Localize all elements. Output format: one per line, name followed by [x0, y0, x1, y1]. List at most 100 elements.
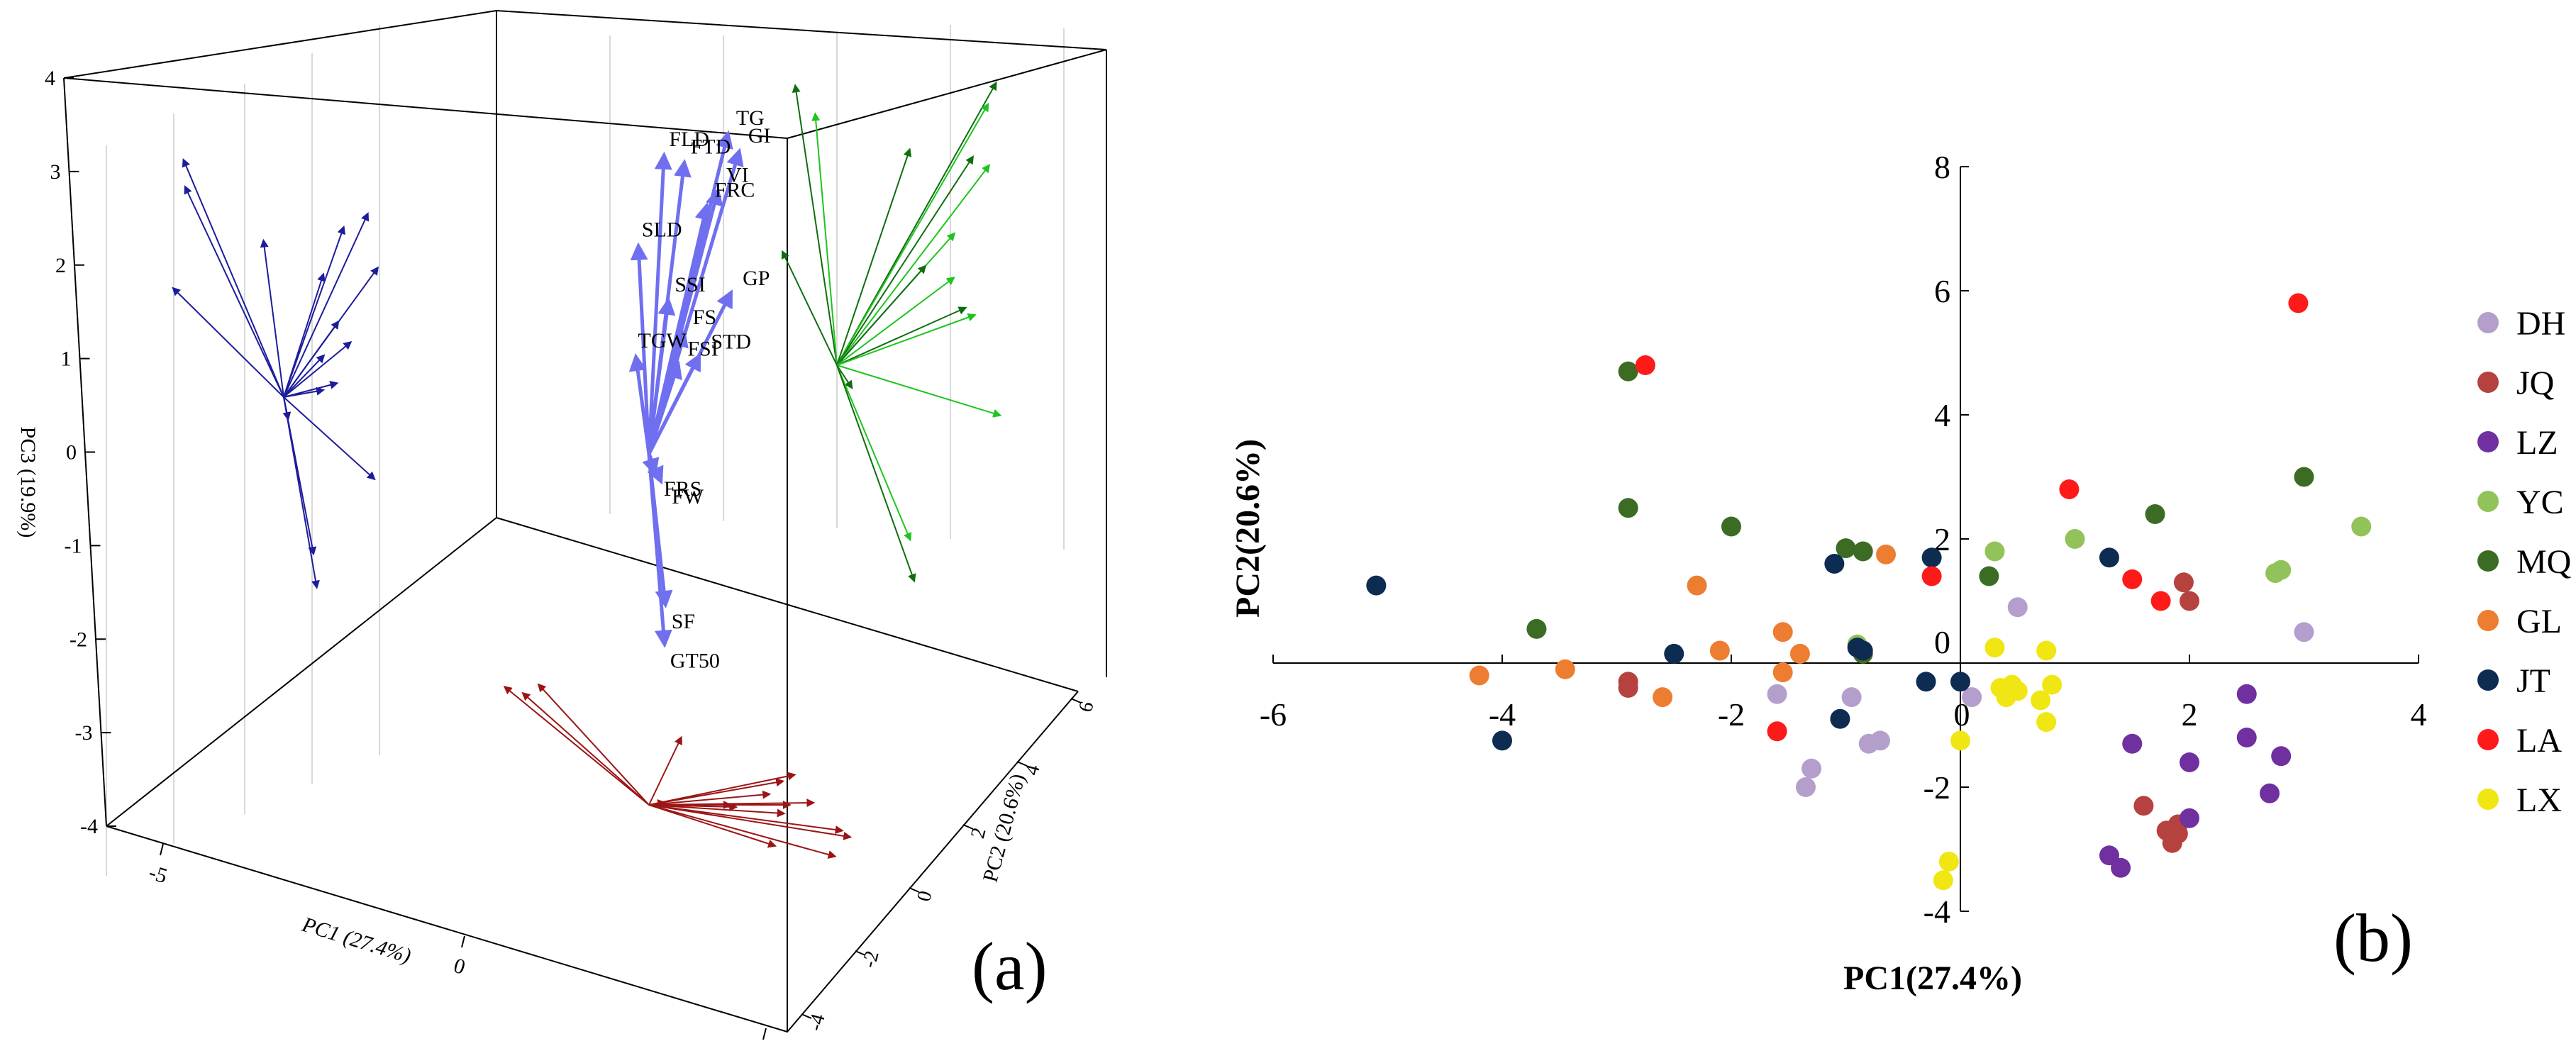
- data-point-lx: [2031, 690, 2051, 711]
- pc3-tick-label: -3: [75, 721, 93, 745]
- projection-arrow: [283, 320, 340, 398]
- data-point-yc: [1984, 541, 2005, 562]
- data-point-jt: [1664, 643, 1684, 664]
- x-tick-label: -2: [1718, 696, 1745, 733]
- data-point-lx: [2007, 681, 2028, 701]
- projection-arrow: [836, 365, 916, 583]
- data-point-yc: [2065, 529, 2085, 549]
- data-point-jt: [1916, 672, 1936, 692]
- data-point-lx: [2036, 640, 2057, 661]
- variable-arrow-tgw: [628, 353, 651, 455]
- variable-label-ftd: FTD: [691, 135, 731, 158]
- data-point-jt: [1950, 672, 1970, 692]
- y-tick-label: -2: [1923, 769, 1950, 806]
- panel-b-label: (b): [2333, 900, 2413, 976]
- x-tick-label: 4: [2411, 696, 2427, 733]
- projection-arrow: [648, 804, 853, 840]
- pc2-axis-label: PC2 (20.6%): [979, 772, 1030, 885]
- projection-arrow: [836, 265, 927, 366]
- data-point-gl: [1876, 544, 1897, 564]
- data-point-mq: [2294, 467, 2314, 487]
- variable-label-ssi: SSI: [674, 273, 705, 296]
- variable-arrow-fsi: [647, 360, 682, 455]
- legend-label-lz: LZ: [2516, 424, 2558, 462]
- projection-arrow: [283, 225, 346, 398]
- data-point-jt: [1853, 640, 1873, 661]
- projection-arrow: [521, 691, 650, 806]
- data-point-dh: [1795, 777, 1816, 797]
- data-point-mq: [1721, 516, 1741, 537]
- data-point-lx: [2042, 674, 2063, 695]
- projection-arrow: [648, 804, 786, 818]
- data-point-mq: [1979, 566, 1999, 586]
- variable-arrow-ssi: [647, 296, 676, 455]
- projection-arrow: [283, 354, 326, 398]
- pc1-tick-label: -5: [146, 860, 170, 888]
- data-point-dh: [1870, 730, 1890, 751]
- projection-arrow: [503, 685, 650, 806]
- projection-arrow: [648, 778, 785, 806]
- legend-label-dh: DH: [2516, 305, 2565, 343]
- legend-label-lx: LX: [2516, 781, 2562, 819]
- data-point-yc: [2265, 563, 2286, 584]
- data-point-dh: [1962, 687, 1982, 708]
- legend-label-jq: JQ: [2516, 365, 2554, 402]
- projection-arrow: [283, 340, 352, 398]
- data-point-lz: [2236, 684, 2257, 704]
- data-point-lx: [1938, 852, 1959, 872]
- variable-label-fsi: FSI: [687, 337, 718, 360]
- data-point-yc: [2351, 516, 2372, 537]
- data-point-lx: [1984, 638, 2005, 658]
- data-point-gl: [1555, 659, 1575, 679]
- x-tick-label: -4: [1489, 696, 1516, 733]
- data-point-mq: [1526, 618, 1547, 639]
- projection-arrow: [283, 396, 320, 589]
- data-point-lx: [1933, 870, 1953, 891]
- projection-arrow: [836, 155, 975, 366]
- data-point-gl: [1709, 640, 1730, 661]
- projection-arrow: [836, 164, 991, 366]
- data-point-dh: [1801, 758, 1822, 779]
- variable-arrow-sld: [630, 242, 651, 455]
- data-point-dh: [1841, 687, 1862, 708]
- legend-marker-gl: [2477, 610, 2499, 631]
- legend-label-yc: YC: [2516, 484, 2564, 521]
- projection-arrow: [182, 158, 284, 398]
- projection-arrow: [792, 84, 838, 366]
- variable-label-gi: GI: [748, 124, 771, 148]
- variable-label-gp: GP: [743, 267, 770, 290]
- data-point-jq: [2133, 796, 2154, 816]
- variable-arrow-fld: [647, 151, 672, 455]
- data-point-la: [2288, 293, 2309, 313]
- data-point-gl: [1469, 665, 1489, 686]
- y-tick-label: 2: [1934, 521, 1950, 557]
- projection-arrow: [537, 683, 650, 806]
- pc3-tick-label: -4: [80, 815, 98, 838]
- pc3-tick-label: 3: [50, 160, 61, 184]
- projection-arrow: [648, 804, 777, 848]
- data-point-lz: [2236, 728, 2257, 747]
- variable-label-frs: FRS: [664, 477, 701, 501]
- data-point-la: [1767, 721, 1787, 742]
- projection-arrow: [836, 306, 967, 366]
- pc2-tick-label: 2: [967, 825, 991, 841]
- pc3-wall-projection-arrows: [172, 158, 379, 589]
- pc3-tick-label: 1: [61, 347, 72, 371]
- panel-a-label: (a): [972, 928, 1048, 1004]
- data-point-mq: [1618, 498, 1638, 518]
- legend-label-gl: GL: [2516, 603, 2562, 640]
- data-point-lz: [2271, 746, 2292, 767]
- variable-arrow-gp: [647, 289, 733, 455]
- y-tick-label: -4: [1923, 894, 1950, 930]
- data-point-lz: [2180, 752, 2199, 772]
- pc3-tick-label: 4: [45, 67, 55, 90]
- data-point-lx: [1950, 730, 1970, 751]
- data-point-lz: [2111, 857, 2131, 878]
- projection-arrow: [283, 212, 370, 398]
- variable-label-tg: TG: [736, 106, 765, 130]
- data-point-gl: [1772, 662, 1793, 683]
- legend-marker-jt: [2477, 669, 2499, 691]
- variable-label-fw: FW: [672, 485, 704, 508]
